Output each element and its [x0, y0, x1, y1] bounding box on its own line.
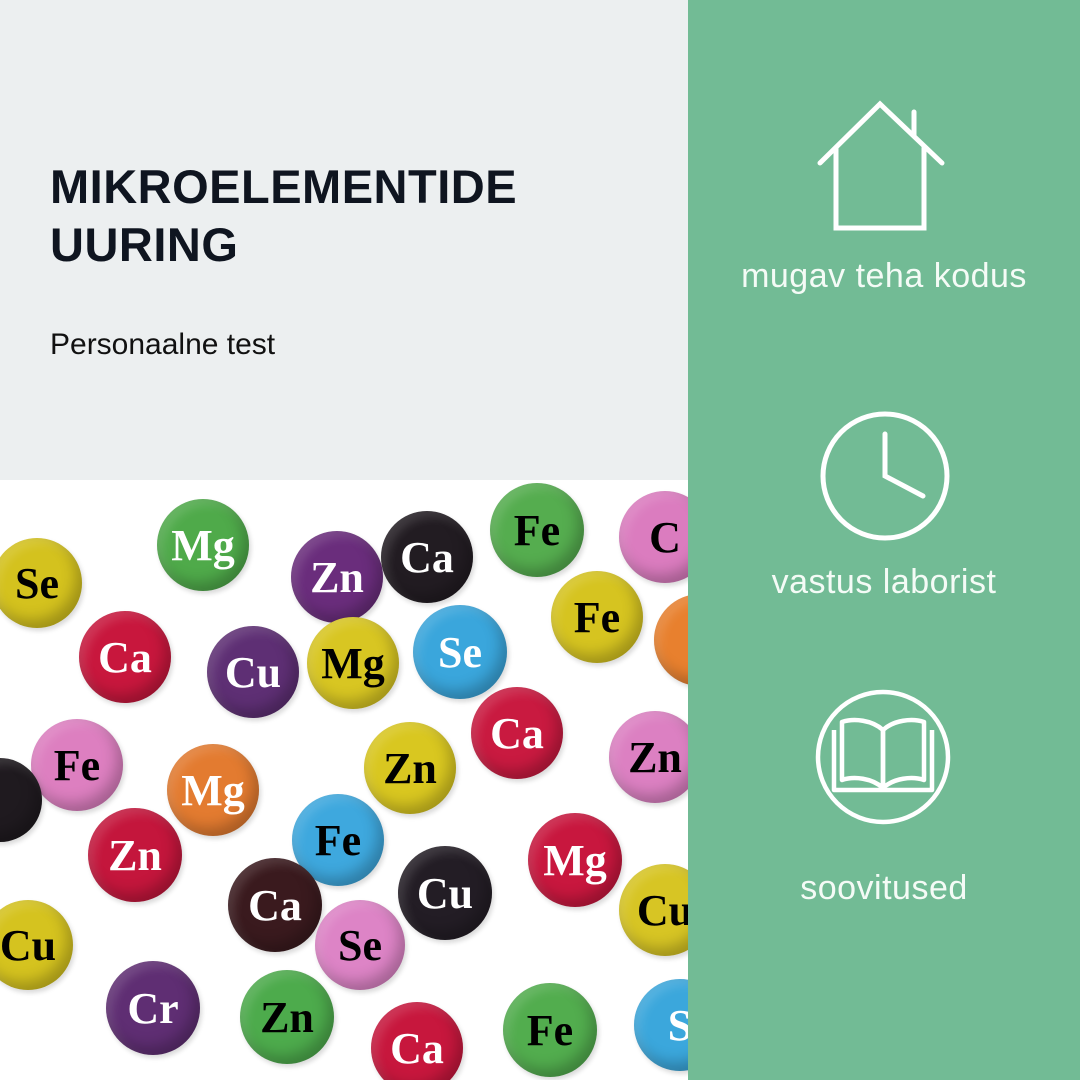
element-ball: Se [315, 900, 405, 990]
element-ball: Fe [551, 571, 643, 663]
element-ball: Zn [609, 711, 688, 803]
element-ball: Mg [307, 617, 399, 709]
house-icon [817, 100, 945, 231]
element-candies-photo: Se Mg Zn Ca Fe C Ca Cu Mg Se Fe Fe Mg Zn Ca Zn Fe Zn Cu Mg C… [0, 480, 688, 1080]
feature-label-recommendations: soovitused [800, 869, 968, 907]
element-ball: Cu [207, 626, 299, 718]
page-title: MIKROELEMENTIDE UURING [50, 158, 517, 274]
element-ball: Se [413, 605, 507, 699]
element-ball: Cu [619, 864, 688, 956]
element-ball: Ca [471, 687, 563, 779]
open-book-icon [815, 689, 951, 825]
element-ball: Mg [167, 744, 259, 836]
element-ball: Ca [371, 1002, 463, 1080]
element-ball: Zn [88, 808, 182, 902]
element-ball: Ca [381, 511, 473, 603]
element-ball: Zn [291, 531, 383, 623]
element-ball: Mg [528, 813, 622, 907]
element-ball: Cr [106, 961, 200, 1055]
feature-label-lab: vastus laborist [771, 563, 997, 601]
element-ball: C [619, 491, 688, 583]
element-ball: Ca [228, 858, 322, 952]
element-ball: Fe [31, 719, 123, 811]
element-ball: Cu [398, 846, 492, 940]
element-ball: S [634, 979, 688, 1071]
element-ball: Mg [157, 499, 249, 591]
title-line-2: UURING [50, 218, 239, 271]
element-ball: Zn [364, 722, 456, 814]
element-ball: Cu [0, 900, 73, 990]
element-ball: Zn [240, 970, 334, 1064]
element-ball: Fe [490, 483, 584, 577]
subtitle: Personaalne test [50, 328, 276, 361]
element-ball [654, 594, 688, 686]
element-ball: Ca [79, 611, 171, 703]
element-ball: Fe [503, 983, 597, 1077]
features-panel: mugav teha kodus vastus laborist soovitu… [688, 0, 1080, 1080]
clock-icon [820, 411, 950, 541]
title-line-1: MIKROELEMENTIDE [50, 160, 518, 213]
header-area: MIKROELEMENTIDE UURING Personaalne test [0, 0, 688, 480]
feature-label-home: mugav teha kodus [741, 257, 1027, 295]
element-ball: Se [0, 538, 82, 628]
